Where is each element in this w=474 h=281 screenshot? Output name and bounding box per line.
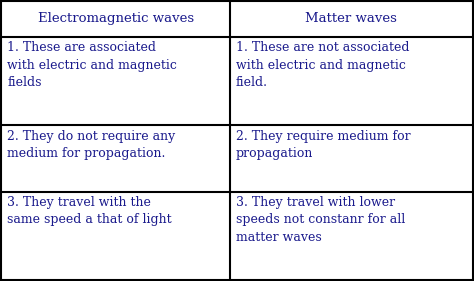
Text: 1. These are not associated
with electric and magnetic
field.: 1. These are not associated with electri… (236, 41, 409, 89)
Text: 3. They travel with lower
speeds not constanr for all
matter waves: 3. They travel with lower speeds not con… (236, 196, 405, 244)
Text: 3. They travel with the
same speed a that of light: 3. They travel with the same speed a tha… (7, 196, 172, 226)
Text: 2. They require medium for
propagation: 2. They require medium for propagation (236, 130, 410, 160)
Text: Matter waves: Matter waves (305, 12, 397, 25)
Text: Electromagnetic waves: Electromagnetic waves (37, 12, 194, 25)
Text: 2. They do not require any
medium for propagation.: 2. They do not require any medium for pr… (7, 130, 175, 160)
Text: 1. These are associated
with electric and magnetic
fields: 1. These are associated with electric an… (7, 41, 177, 89)
